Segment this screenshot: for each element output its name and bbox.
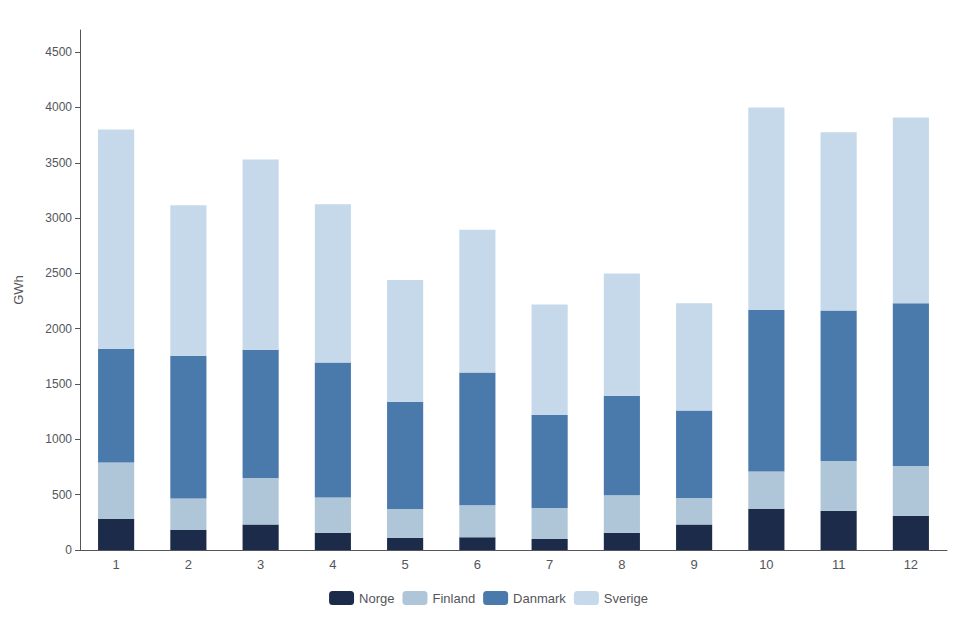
svg-text:Finland: Finland [432, 591, 475, 606]
svg-text:1000: 1000 [45, 432, 72, 446]
svg-text:4: 4 [329, 557, 336, 572]
svg-text:9: 9 [691, 557, 698, 572]
svg-text:2000: 2000 [45, 322, 72, 336]
svg-text:8: 8 [618, 557, 625, 572]
svg-text:3: 3 [257, 557, 264, 572]
svg-text:1500: 1500 [45, 377, 72, 391]
svg-text:4500: 4500 [45, 45, 72, 59]
svg-text:6: 6 [474, 557, 481, 572]
svg-text:2500: 2500 [45, 266, 72, 280]
svg-text:Danmark: Danmark [513, 591, 566, 606]
svg-text:GWh: GWh [11, 275, 26, 305]
svg-text:3500: 3500 [45, 156, 72, 170]
svg-text:10: 10 [759, 557, 773, 572]
svg-text:500: 500 [52, 488, 72, 502]
svg-text:5: 5 [402, 557, 409, 572]
svg-text:Sverige: Sverige [604, 591, 648, 606]
svg-text:Norge: Norge [359, 591, 394, 606]
svg-text:1: 1 [113, 557, 120, 572]
svg-text:12: 12 [904, 557, 918, 572]
svg-text:7: 7 [546, 557, 553, 572]
svg-text:11: 11 [832, 557, 846, 572]
svg-text:0: 0 [65, 543, 72, 557]
svg-text:3000: 3000 [45, 211, 72, 225]
svg-text:2: 2 [185, 557, 192, 572]
svg-text:4000: 4000 [45, 100, 72, 114]
